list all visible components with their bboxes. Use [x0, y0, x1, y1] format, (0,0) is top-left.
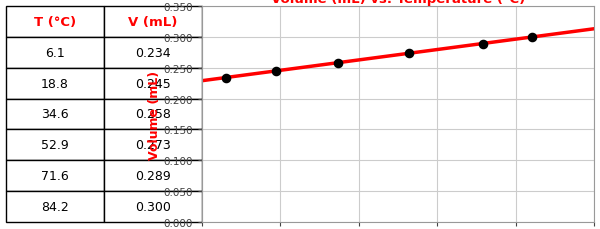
- Point: [271, 70, 280, 73]
- Point: [527, 36, 537, 39]
- Point: [478, 43, 487, 46]
- Point: [404, 52, 414, 56]
- Point: [221, 76, 231, 80]
- Point: [333, 62, 343, 65]
- Y-axis label: Volume (mL): Volume (mL): [148, 70, 161, 159]
- Title: Volume (mL) vs. Temperature (°C): Volume (mL) vs. Temperature (°C): [271, 0, 525, 6]
